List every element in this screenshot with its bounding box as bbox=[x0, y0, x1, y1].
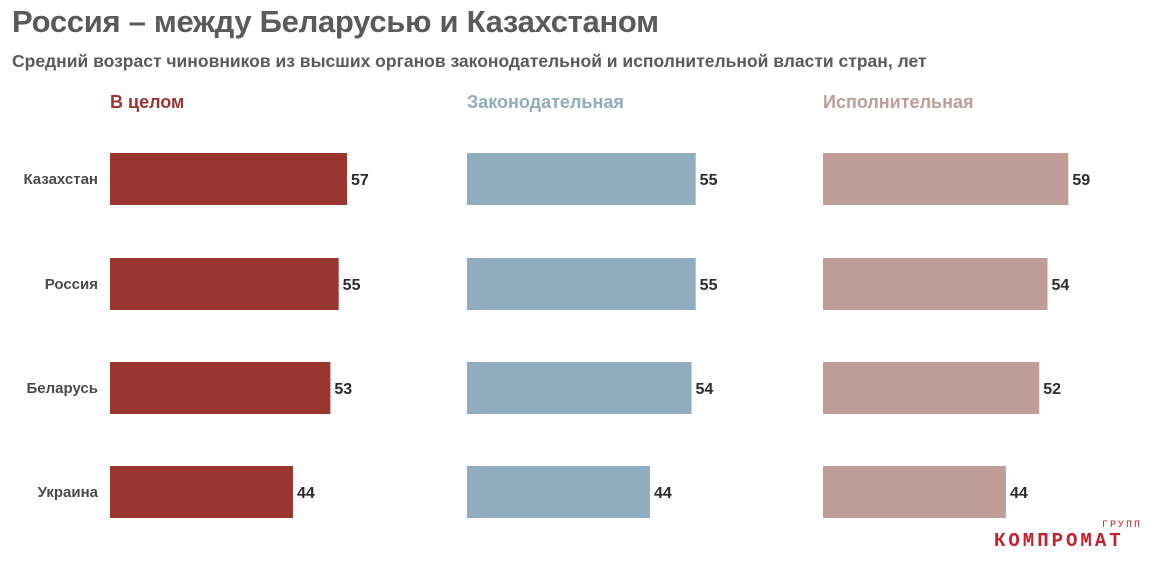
bar bbox=[823, 258, 1048, 310]
bar bbox=[110, 258, 339, 310]
category-label: Россия bbox=[45, 276, 98, 293]
chart-subtitle: Средний возраст чиновников из высших орг… bbox=[12, 51, 927, 71]
panel-title: В целом bbox=[110, 92, 184, 112]
bar bbox=[823, 362, 1040, 414]
value-label: 54 bbox=[696, 381, 714, 398]
value-label: 53 bbox=[334, 381, 352, 398]
bar bbox=[823, 466, 1006, 518]
category-label: Беларусь bbox=[27, 380, 99, 397]
kompromat-logo: ГРУПП КОМПРОМАТ bbox=[994, 520, 1144, 552]
chart-title: Россия – между Беларусью и Казахстаном bbox=[12, 4, 659, 39]
value-label: 54 bbox=[1052, 277, 1070, 294]
panel-title: Законодательная bbox=[467, 92, 624, 112]
value-label: 59 bbox=[1072, 172, 1090, 189]
category-label: Казахстан bbox=[23, 171, 98, 188]
panel-title: Исполнительная bbox=[823, 92, 973, 112]
value-label: 44 bbox=[1010, 485, 1028, 502]
category-label: Украина bbox=[38, 484, 99, 501]
bar bbox=[110, 362, 331, 414]
value-label: 52 bbox=[1043, 381, 1061, 398]
value-label: 55 bbox=[700, 277, 718, 294]
logo-sub-text: ГРУПП bbox=[1101, 520, 1142, 531]
value-label: 44 bbox=[654, 485, 672, 502]
logo-main-text: КОМПРОМАТ bbox=[994, 530, 1124, 552]
bar bbox=[110, 153, 347, 205]
value-label: 57 bbox=[351, 172, 369, 189]
bar bbox=[467, 362, 692, 414]
value-label: 44 bbox=[297, 485, 315, 502]
value-label: 55 bbox=[343, 277, 361, 294]
bar bbox=[823, 153, 1069, 205]
bar bbox=[467, 258, 696, 310]
bar bbox=[110, 466, 293, 518]
value-label: 55 bbox=[700, 172, 718, 189]
bar bbox=[467, 466, 650, 518]
bar bbox=[467, 153, 696, 205]
